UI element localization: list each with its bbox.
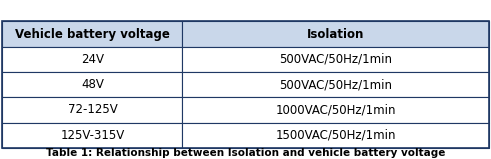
Bar xyxy=(2,21,489,148)
Bar xyxy=(182,123,489,148)
Bar xyxy=(2,47,182,72)
Bar xyxy=(182,21,489,47)
Text: 1500VAC/50Hz/1min: 1500VAC/50Hz/1min xyxy=(275,129,396,142)
Text: 72-125V: 72-125V xyxy=(67,104,117,116)
Bar xyxy=(2,21,182,47)
Bar xyxy=(2,97,182,123)
Text: 500VAC/50Hz/1min: 500VAC/50Hz/1min xyxy=(279,53,392,66)
Text: 24V: 24V xyxy=(81,53,104,66)
Bar xyxy=(2,72,182,97)
Text: Vehicle battery voltage: Vehicle battery voltage xyxy=(15,28,170,41)
Text: Isolation: Isolation xyxy=(307,28,364,41)
Bar xyxy=(182,97,489,123)
Text: 125V-315V: 125V-315V xyxy=(60,129,125,142)
Bar xyxy=(182,47,489,72)
Text: 500VAC/50Hz/1min: 500VAC/50Hz/1min xyxy=(279,78,392,91)
Bar xyxy=(182,72,489,97)
Text: 48V: 48V xyxy=(81,78,104,91)
Bar xyxy=(2,123,182,148)
Text: 1000VAC/50Hz/1min: 1000VAC/50Hz/1min xyxy=(275,104,396,116)
Text: Table 1: Relationship between Isolation and vehicle battery voltage: Table 1: Relationship between Isolation … xyxy=(46,149,445,158)
